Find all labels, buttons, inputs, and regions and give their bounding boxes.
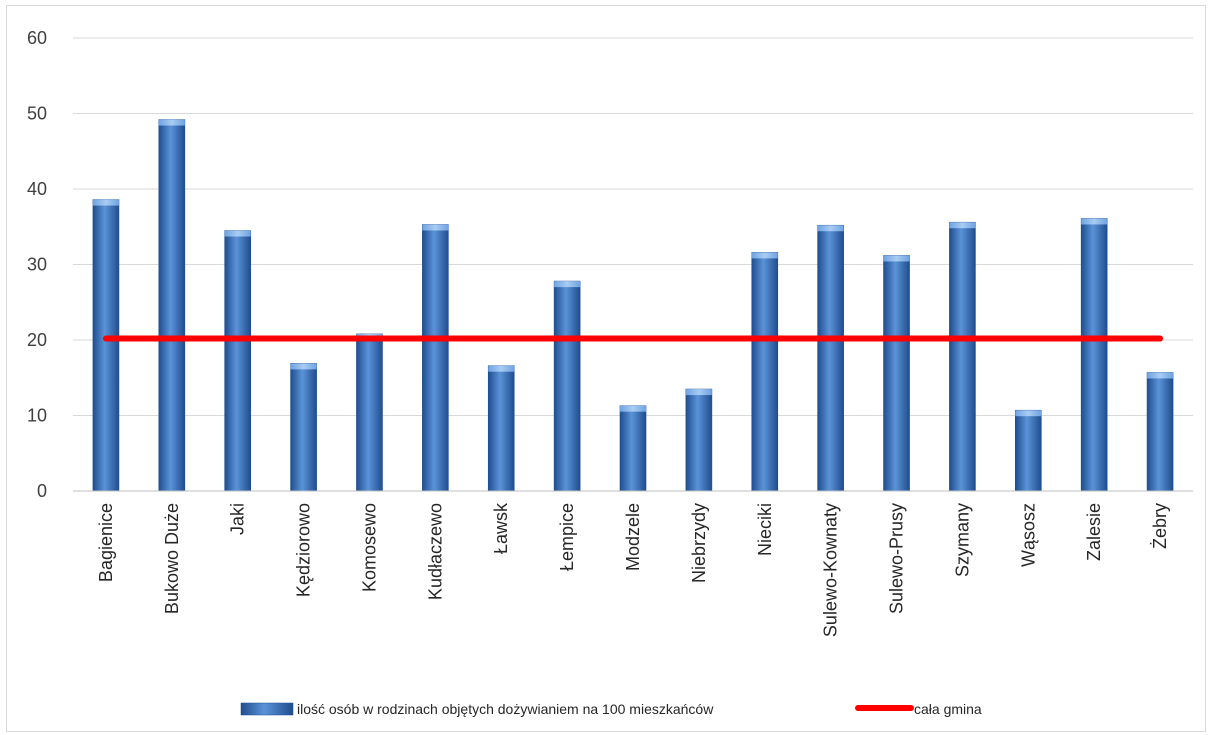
x-tick-label: Bukowo Duże	[162, 503, 182, 614]
bar-cap	[1081, 218, 1108, 225]
y-tick-label: 0	[37, 481, 47, 501]
x-tick-label: Komosewo	[359, 503, 379, 592]
legend-item-line: cała gmina	[855, 701, 982, 717]
bar	[422, 224, 449, 492]
bar-series	[92, 119, 1174, 492]
bar	[883, 255, 910, 492]
bar-cap	[1147, 372, 1174, 379]
bar-body	[92, 199, 120, 492]
bar	[356, 333, 383, 492]
bar	[487, 365, 515, 492]
bar-cap	[554, 281, 581, 288]
x-tick-label: Kędziorowo	[294, 503, 314, 597]
x-axis-labels: Bagienice Bukowo Duże Jaki Kędziorowo Komose…	[96, 502, 1170, 637]
bar	[751, 252, 779, 492]
bar	[1014, 409, 1042, 492]
x-tick-label: Nieciki	[755, 503, 775, 556]
bar-cap	[751, 252, 778, 259]
bar	[92, 199, 120, 492]
x-tick-label: Sulewo-Prusy	[887, 503, 907, 614]
bar-body	[883, 255, 910, 492]
legend-item-bar: ilość osób w rodzinach objętych dożywian…	[240, 701, 714, 717]
x-tick-label: Jaki	[228, 503, 248, 535]
y-tick-label: 40	[27, 179, 47, 199]
x-tick-label: Wąsosz	[1018, 503, 1038, 567]
bar	[949, 221, 976, 492]
bar	[817, 224, 844, 492]
bar-body	[553, 280, 581, 492]
x-tick-label: Ławsk	[491, 502, 511, 554]
chart-container: 0 10 20 30 40 50 60 Bagienice Bukowo Duże Jaki Kę…	[6, 5, 1206, 732]
bar-cap	[488, 365, 515, 372]
y-axis-ticks: 0 10 20 30 40 50 60	[27, 28, 47, 501]
x-tick-label: Zalesie	[1084, 503, 1104, 561]
bar	[553, 280, 581, 492]
bar	[685, 388, 713, 492]
y-tick-label: 20	[27, 330, 47, 350]
bar	[224, 230, 252, 492]
bar-body	[949, 221, 976, 492]
bar-body	[224, 230, 252, 492]
x-tick-label: Sulewo-Kownaty	[821, 503, 841, 637]
bar-body	[1146, 372, 1174, 492]
legend-swatch-bar	[240, 702, 294, 716]
bar-body	[619, 405, 647, 492]
x-tick-label: Modzele	[623, 503, 643, 571]
bar-cap	[883, 255, 910, 262]
y-tick-label: 60	[27, 28, 47, 48]
bar-body	[1014, 409, 1042, 492]
y-tick-label: 50	[27, 104, 47, 124]
legend: ilość osób w rodzinach objętych dożywian…	[240, 701, 982, 717]
bar-body	[817, 224, 844, 492]
bar-cap	[620, 405, 646, 412]
bar	[1146, 372, 1174, 492]
bar-chart: 0 10 20 30 40 50 60 Bagienice Bukowo Duże Jaki Kę…	[27, 28, 1193, 717]
bar	[158, 119, 186, 492]
bar-cap	[290, 363, 317, 370]
bar	[1080, 218, 1108, 492]
bar-body	[487, 365, 515, 492]
x-tick-label: Bagienice	[96, 503, 116, 582]
x-tick-label: Szymany	[952, 503, 972, 577]
bar-cap	[949, 222, 976, 229]
bar-cap	[817, 225, 844, 232]
x-tick-label: Łempice	[557, 503, 577, 571]
bar-cap	[685, 389, 712, 396]
x-tick-label: Żebry	[1150, 503, 1170, 549]
bar-body	[685, 388, 713, 492]
bar	[290, 363, 317, 492]
bar	[619, 405, 647, 492]
bar-body	[422, 224, 449, 492]
bar-body	[356, 333, 383, 492]
legend-label-line: cała gmina	[914, 701, 982, 717]
x-tick-label: Kudłaczewo	[425, 503, 445, 600]
y-tick-label: 10	[27, 406, 47, 426]
legend-label-bar: ilość osób w rodzinach objętych dożywian…	[297, 701, 714, 717]
bar-cap	[422, 224, 449, 231]
bar-cap	[158, 119, 185, 126]
x-tick-label: Niebrzydy	[689, 503, 709, 583]
bar-body	[158, 119, 186, 492]
bar-body	[290, 363, 317, 492]
bar-cap	[92, 199, 119, 206]
bar-cap	[1015, 410, 1042, 417]
bar-body	[751, 252, 779, 492]
bar-body	[1080, 218, 1108, 492]
y-tick-label: 30	[27, 255, 47, 275]
bar-cap	[224, 230, 251, 237]
